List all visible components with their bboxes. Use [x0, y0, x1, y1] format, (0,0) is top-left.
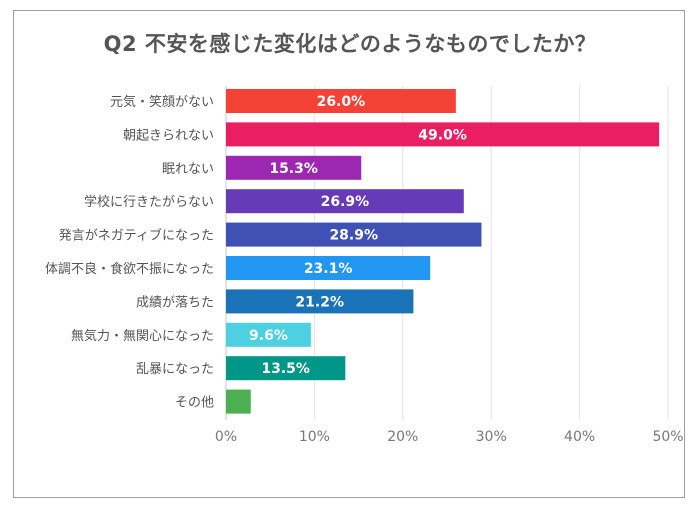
data-label: 9.6% [249, 328, 288, 344]
data-label: 28.9% [329, 228, 378, 244]
bars [226, 89, 660, 414]
bar [226, 256, 431, 280]
x-tick-label: 30% [476, 429, 507, 445]
category-label: 学校に行きたがらない [84, 194, 214, 210]
category-label: 成績が落ちた [136, 295, 214, 310]
bar [226, 122, 660, 147]
data-label: 49.0% [418, 127, 467, 143]
data-label: 13.5% [261, 361, 310, 377]
x-tick-label: 50% [652, 429, 683, 445]
data-label: 23.1% [304, 261, 353, 277]
category-label: 体調不良・食欲不振になった [45, 261, 214, 277]
category-label: その他 [175, 396, 214, 411]
x-tick-label: 0% [215, 429, 237, 445]
data-labels: 26.0% 49.0% 15.3% 26.9% 28.9% 23.1% 21.2% 9.6% 1… [249, 94, 467, 377]
bar [226, 89, 456, 113]
x-tick-labels: 0% 10% 20% 30% 40% 50% [215, 429, 684, 445]
category-label: 朝起きられない [123, 128, 214, 143]
category-label: 無気力・無関心になった [71, 328, 214, 344]
bar [226, 222, 482, 247]
data-label: 26.9% [321, 194, 370, 210]
bar [226, 389, 251, 414]
category-label: 乱暴になった [136, 362, 214, 377]
data-label: 26.0% [317, 94, 366, 110]
category-label: 眠れない [162, 162, 214, 177]
bar [226, 322, 311, 347]
bar [226, 289, 414, 314]
x-tick-label: 40% [564, 429, 595, 445]
bar [226, 189, 464, 214]
category-labels: 元気・笑顔がない朝起きられない眠れない学校に行きたがらない発言がネガティブになっ… [45, 94, 214, 411]
category-label: 元気・笑顔がない [110, 94, 214, 110]
bar [226, 356, 346, 381]
x-tick-label: 10% [299, 429, 330, 445]
data-label: 21.2% [295, 294, 344, 310]
bar [226, 155, 362, 180]
category-label: 発言がネガティブになった [59, 228, 214, 244]
chart-title: Q2 不安を感じた変化はどのようなものでしたか？ [103, 32, 597, 56]
data-label: 15.3% [269, 161, 318, 177]
x-tick-label: 20% [387, 429, 418, 445]
